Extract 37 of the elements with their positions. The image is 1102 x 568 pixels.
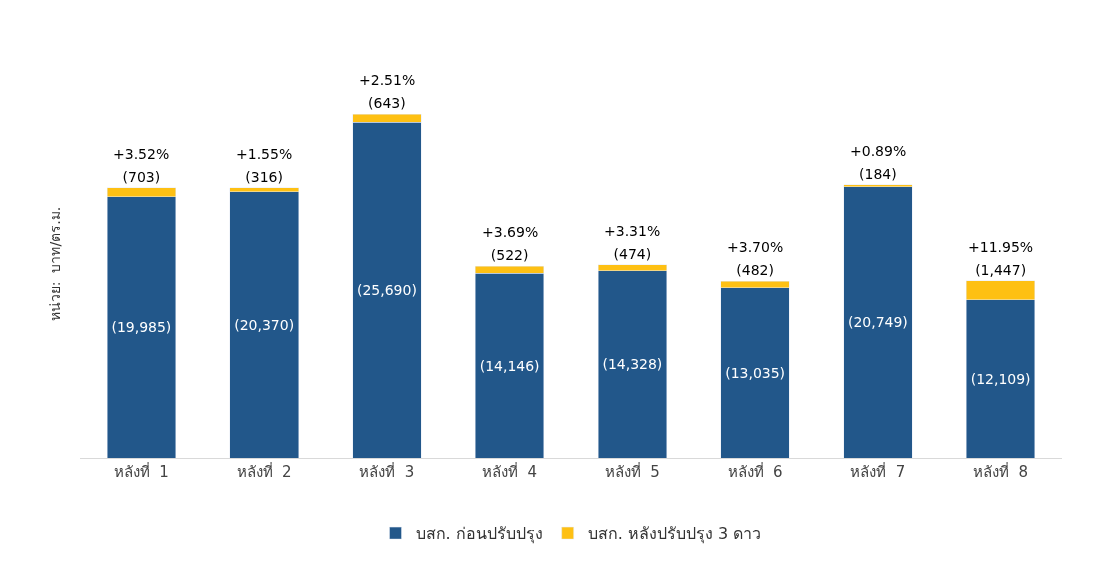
annotation: +1.55% (236, 146, 293, 162)
annotation: +0.89% (850, 143, 907, 159)
data-label: (25,690) (356, 282, 417, 299)
annotation: +3.69% (482, 224, 539, 240)
data-label: (14,146) (479, 357, 540, 374)
legend-label: บสก. ก่อนปรับปรุง (415, 524, 543, 545)
x-tick-label: หลังที่ 1 (113, 461, 169, 481)
x-tick-label: หลังที่ 3 (359, 461, 415, 481)
data-label: (14,328) (602, 356, 663, 373)
data-label: (482) (736, 262, 774, 279)
data-label: (703) (122, 168, 161, 185)
x-tick-label: หลังที่ 4 (482, 461, 538, 481)
x-tick-label: หลังที่ 8 (973, 461, 1029, 481)
x-tick-label: หลังที่ 6 (727, 461, 783, 481)
data-label: (13,035) (725, 364, 786, 381)
y-axis-title: หน่วย: บาท/ตร.ม. (46, 206, 63, 322)
annotation: +3.31% (604, 223, 661, 239)
annotation: +2.51% (359, 72, 416, 88)
bar (229, 191, 299, 458)
annotation: +3.52% (113, 146, 170, 162)
x-tick-label: หลังที่ 7 (850, 461, 906, 481)
data-label: (20,749) (847, 314, 908, 331)
data-label: (474) (613, 245, 652, 262)
bar (843, 186, 913, 458)
legend-label: บสก. หลังปรับปรุง 3 ดาว (587, 524, 762, 545)
annotation: +11.95% (968, 239, 1034, 255)
data-label: (522) (490, 247, 529, 264)
data-label: (19,985) (111, 319, 172, 336)
x-tick-label: หลังที่ 2 (236, 461, 292, 481)
data-label: (643) (368, 95, 406, 111)
data-label: (316) (245, 168, 283, 185)
data-label: (1,447) (975, 261, 1027, 278)
data-label: (20,370) (234, 316, 295, 333)
annotation: +3.70% (727, 239, 784, 255)
x-tick-label: หลังที่ 5 (604, 461, 660, 481)
data-label: (12,109) (970, 370, 1031, 387)
data-label: (184) (859, 165, 897, 182)
